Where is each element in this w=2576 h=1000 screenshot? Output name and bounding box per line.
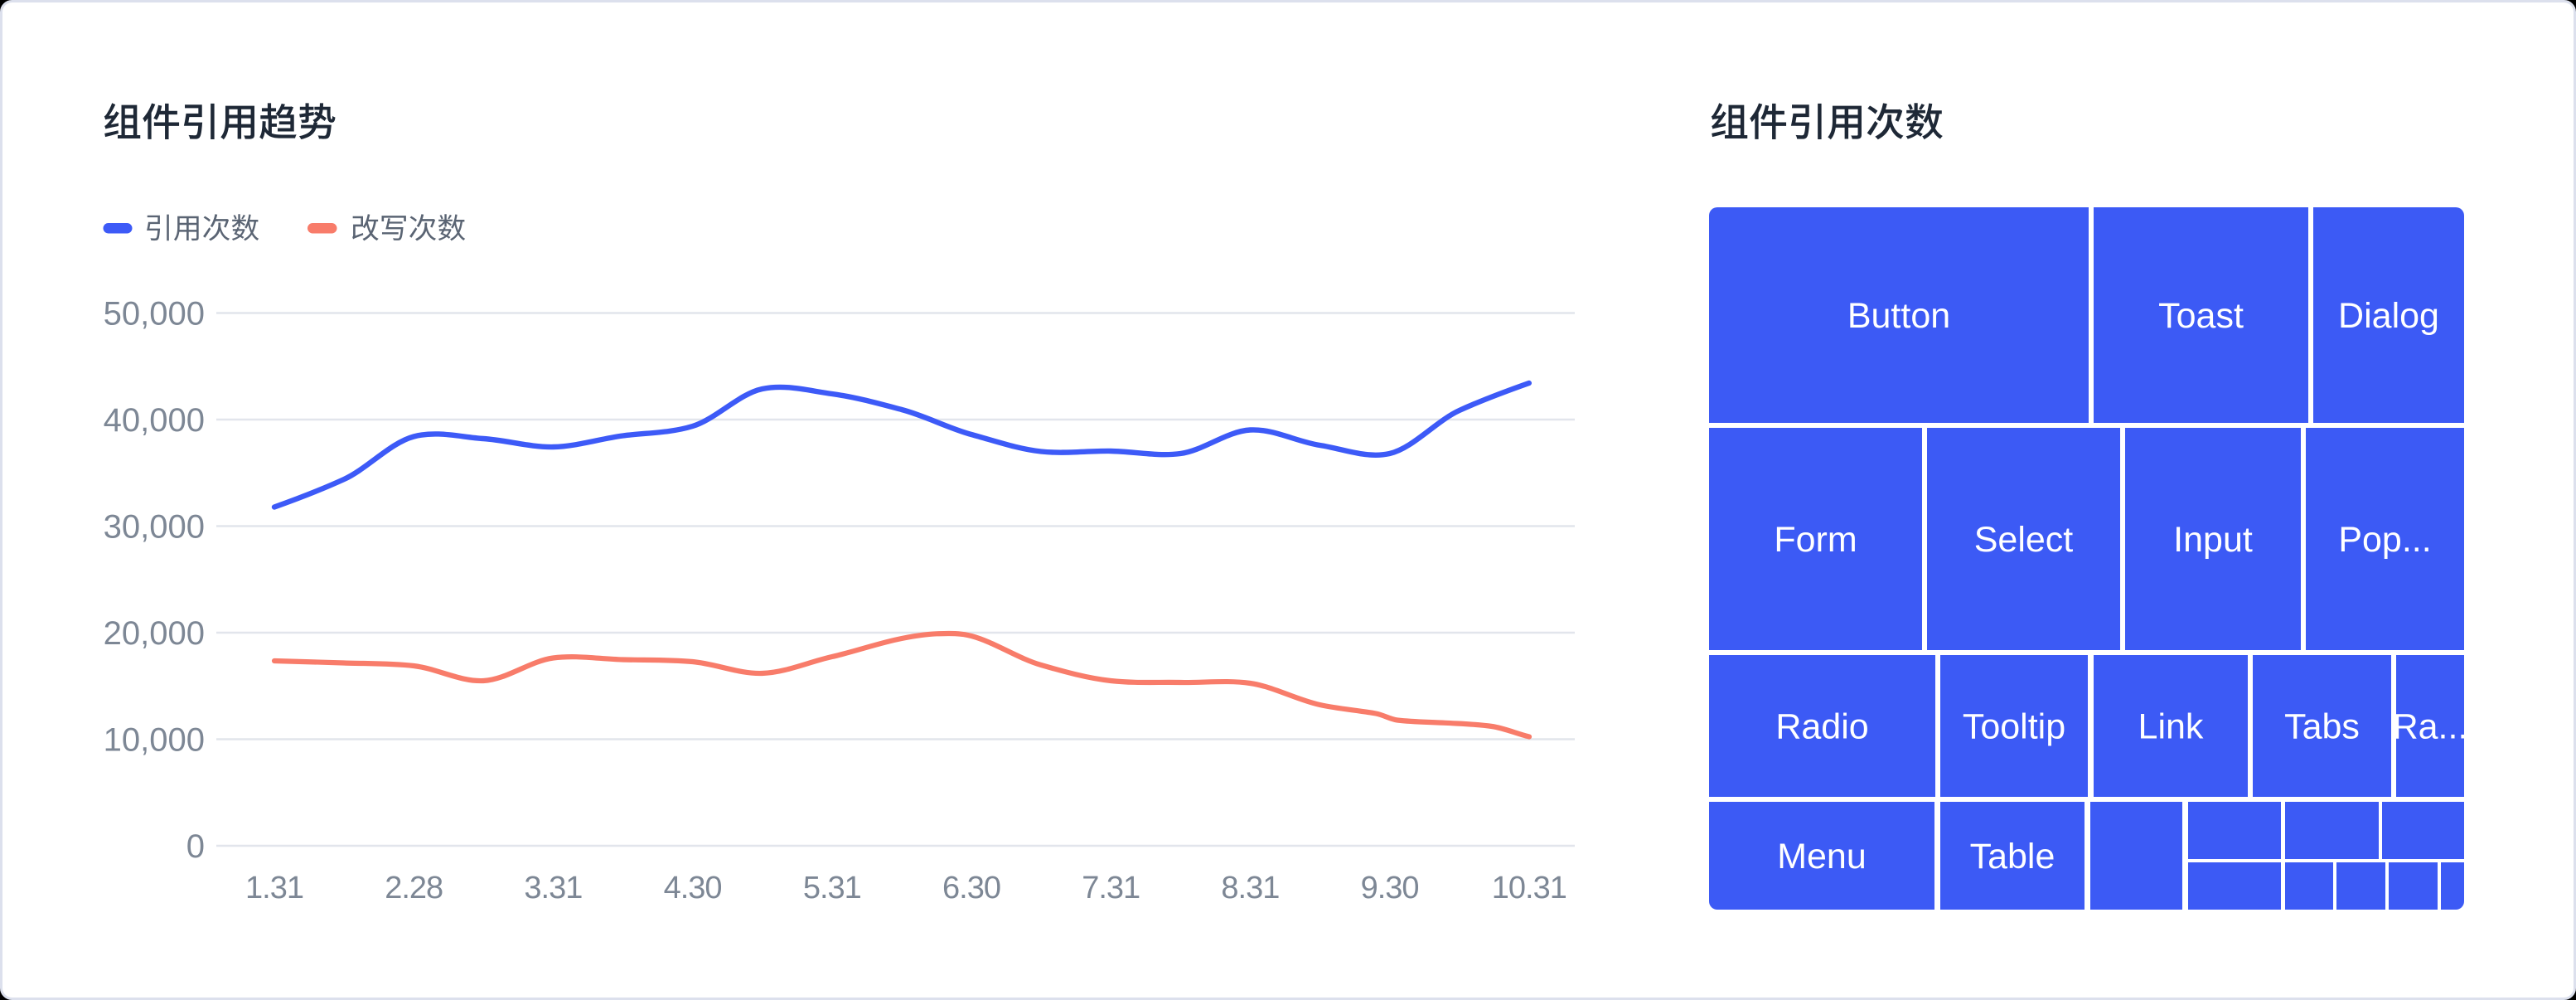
- svg-text:Dialog: Dialog: [2338, 296, 2439, 336]
- svg-text:Tabs: Tabs: [2284, 707, 2360, 747]
- svg-text:Button: Button: [1847, 296, 1950, 336]
- svg-text:10.31: 10.31: [1492, 871, 1566, 905]
- svg-text:30,000: 30,000: [104, 509, 205, 546]
- svg-text:Link: Link: [2138, 707, 2204, 747]
- svg-text:10,000: 10,000: [104, 722, 205, 759]
- svg-text:Tooltip: Tooltip: [1963, 707, 2065, 747]
- svg-text:50,000: 50,000: [104, 296, 205, 333]
- svg-text:20,000: 20,000: [104, 615, 205, 652]
- svg-text:2.28: 2.28: [385, 871, 443, 905]
- svg-text:3.31: 3.31: [524, 871, 582, 905]
- svg-text:6.30: 6.30: [942, 871, 1000, 905]
- svg-text:Radio: Radio: [1775, 707, 1868, 747]
- svg-text:Table: Table: [1970, 837, 2055, 876]
- svg-text:4.30: 4.30: [664, 871, 722, 905]
- svg-text:Ra...: Ra...: [2393, 707, 2468, 747]
- svg-text:Form: Form: [1774, 520, 1857, 560]
- svg-text:0: 0: [186, 828, 205, 865]
- svg-text:8.31: 8.31: [1221, 871, 1279, 905]
- svg-text:Menu: Menu: [1777, 837, 1867, 876]
- svg-text:5.31: 5.31: [803, 871, 861, 905]
- svg-text:9.30: 9.30: [1361, 871, 1419, 905]
- svg-text:Input: Input: [2173, 520, 2253, 560]
- svg-text:Select: Select: [1974, 520, 2074, 560]
- svg-text:Pop...: Pop...: [2338, 520, 2431, 560]
- svg-text:40,000: 40,000: [104, 402, 205, 439]
- svg-text:7.31: 7.31: [1082, 871, 1140, 905]
- svg-text:1.31: 1.31: [245, 871, 303, 905]
- svg-text:Toast: Toast: [2158, 296, 2244, 336]
